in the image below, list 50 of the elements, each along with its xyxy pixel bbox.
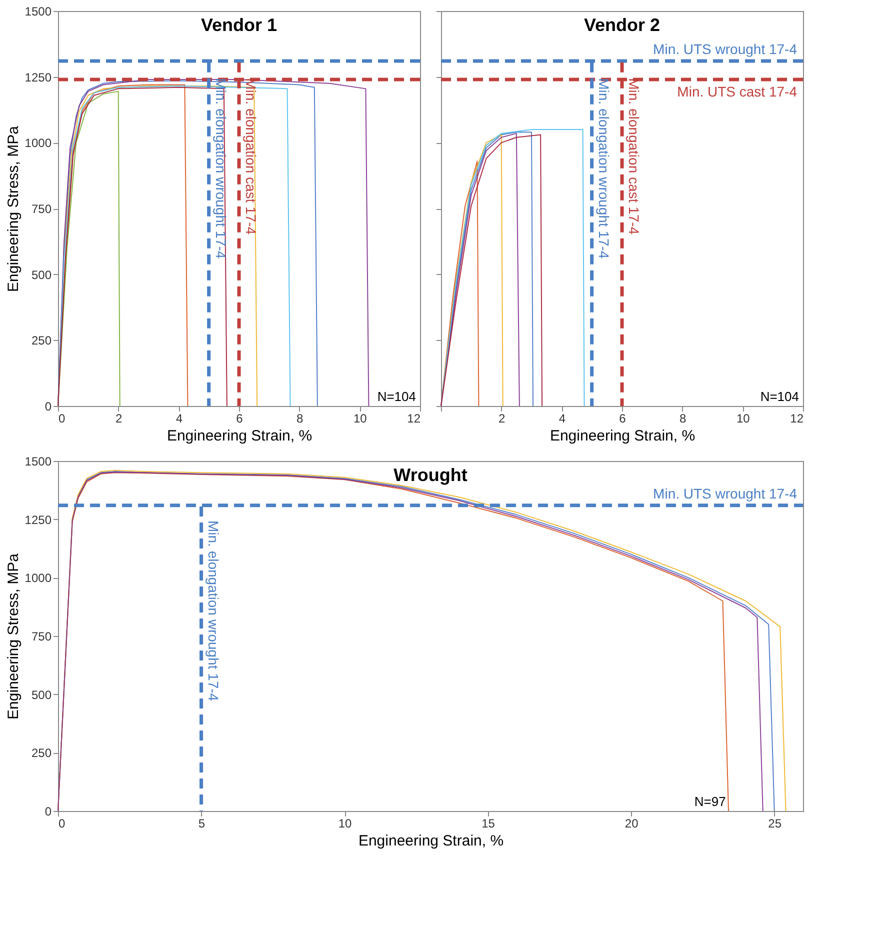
chart-title: Vendor 2 xyxy=(584,15,660,35)
x-tick-label: 5 xyxy=(198,816,206,830)
ref-line-label: Min. UTS wrought 17-4 xyxy=(653,41,798,58)
y-axis-title: Engineering Stress, MPa xyxy=(4,125,22,292)
x-tick-label: 4 xyxy=(558,412,566,426)
annotation: N=97 xyxy=(694,794,726,809)
ref-line-label: Min. elongation wrought 17-4 xyxy=(212,78,229,259)
y-tick-label: 1250 xyxy=(24,512,52,527)
ref-line-label: Min. UTS wrought 17-4 xyxy=(653,485,798,502)
y-tick-label: 1000 xyxy=(24,136,52,150)
x-tick-label: 10 xyxy=(338,816,352,830)
x-tick-label: 8 xyxy=(679,412,686,426)
x-tick-label: 0 xyxy=(58,816,66,830)
x-tick-label: 10 xyxy=(736,412,750,426)
ref-line-label: Min. elongation wrought 17-4 xyxy=(205,520,222,702)
ref-line-label: Min. elongation wrought 17-4 xyxy=(596,78,612,259)
y-tick-label: 750 xyxy=(31,630,52,644)
y-tick-label: 750 xyxy=(31,202,52,216)
y-tick-label: 1000 xyxy=(24,571,52,586)
x-tick-label: 6 xyxy=(236,412,244,426)
x-tick-label: 12 xyxy=(407,412,421,426)
x-axis-title: Engineering Strain, % xyxy=(358,832,504,850)
y-tick-label: 500 xyxy=(31,268,52,282)
y-tick-label: 0 xyxy=(44,804,52,818)
x-tick-label: 2 xyxy=(498,412,506,426)
y-tick-label: 1500 xyxy=(24,4,52,18)
annotation: N=104 xyxy=(760,389,799,404)
x-axis-title: Engineering Strain, % xyxy=(166,428,312,444)
x-tick-label: 6 xyxy=(619,412,626,426)
y-tick-label: 1250 xyxy=(24,70,52,84)
y-tick-label: 1500 xyxy=(24,454,52,468)
y-tick-label: 250 xyxy=(31,746,52,760)
ref-line-label: Min. UTS cast 17-4 xyxy=(677,83,798,100)
x-tick-label: 20 xyxy=(624,816,639,830)
y-tick-label: 250 xyxy=(31,334,52,348)
x-tick-label: 0 xyxy=(58,412,66,426)
x-tick-label: 25 xyxy=(768,816,782,830)
annotation: N=104 xyxy=(377,389,416,404)
x-tick-label: 15 xyxy=(482,816,496,830)
x-tick-label: 4 xyxy=(176,412,183,426)
x-axis-title: Engineering Strain, % xyxy=(550,428,696,444)
y-tick-label: 0 xyxy=(44,400,52,414)
x-tick-label: 10 xyxy=(353,412,368,426)
y-tick-label: 500 xyxy=(31,688,52,702)
chart-title: Wrought xyxy=(394,465,468,485)
x-tick-label: 12 xyxy=(790,412,804,426)
y-axis-title: Engineering Stress, MPa xyxy=(4,552,22,720)
x-tick-label: 2 xyxy=(115,412,122,426)
x-tick-label: 8 xyxy=(296,412,304,426)
chart-title: Vendor 1 xyxy=(200,15,278,35)
